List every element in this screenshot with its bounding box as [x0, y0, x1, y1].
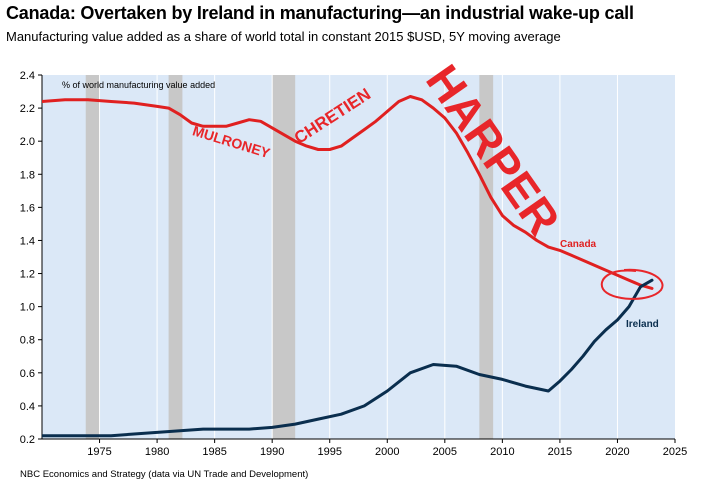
y-tick-label: 2.2 [20, 103, 35, 115]
x-tick-label: 2015 [548, 446, 572, 458]
x-tick-label: 2000 [375, 446, 399, 458]
y-axis-label: % of world manufacturing value added [62, 80, 215, 90]
x-tick-label: 2025 [663, 446, 687, 458]
y-tick-label: 0.2 [20, 434, 35, 446]
shaded-period [479, 75, 494, 439]
y-tick-label: 2.0 [20, 136, 35, 148]
series-label-ireland: Ireland [626, 319, 659, 330]
x-tick-label: 2005 [433, 446, 457, 458]
series-line-canada [42, 95, 654, 290]
x-tick-label: 1975 [87, 446, 111, 458]
y-tick-label: 2.4 [20, 70, 35, 82]
x-tick-label: 1995 [317, 446, 341, 458]
y-tick-label: 1.2 [20, 269, 35, 281]
x-tick-label: 1980 [145, 446, 169, 458]
y-tick-label: 0.8 [20, 335, 35, 347]
y-tick-label: 1.8 [20, 169, 35, 181]
series-line-ireland [42, 278, 654, 438]
x-tick-label: 1985 [202, 446, 226, 458]
y-tick-label: 1.4 [20, 235, 35, 247]
crossover-circle [600, 268, 664, 300]
shaded-period [272, 75, 296, 439]
source-note: NBC Economics and Strategy (data via UN … [20, 469, 309, 480]
y-tick-label: 1.0 [20, 302, 35, 314]
x-tick-label: 1990 [260, 446, 284, 458]
y-tick-label: 0.4 [20, 401, 35, 413]
shaded-period [168, 75, 183, 439]
series-label-canada: Canada [560, 239, 597, 250]
shaded-period [85, 75, 100, 439]
x-tick-label: 2010 [490, 446, 514, 458]
y-tick-label: 1.6 [20, 202, 35, 214]
chart-title: Canada: Overtaken by Ireland in manufact… [6, 3, 634, 23]
x-tick-label: 2020 [605, 446, 629, 458]
plot-background [42, 75, 675, 439]
chart-subtitle: Manufacturing value added as a share of … [6, 29, 561, 44]
y-tick-label: 0.6 [20, 368, 35, 380]
